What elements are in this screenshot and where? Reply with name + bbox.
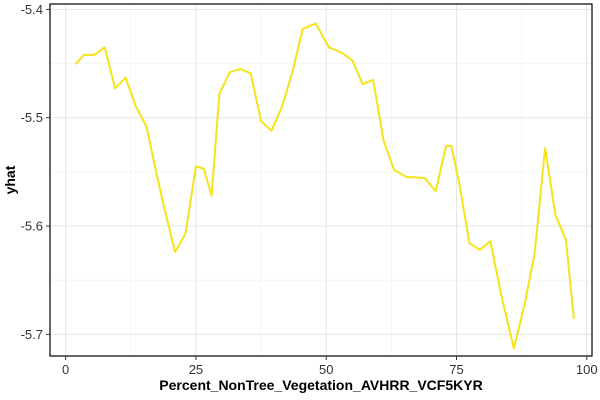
x-tick-label: 50 (319, 362, 333, 377)
y-axis: -5.4 -5.5 -5.6 -5.7 (21, 2, 50, 342)
y-axis-title: yhat (2, 165, 18, 194)
y-tick-label: -5.6 (21, 219, 43, 234)
y-tick-label: -5.4 (21, 2, 43, 17)
y-tick-label: -5.7 (21, 327, 43, 342)
x-tick-label: 75 (449, 362, 463, 377)
line-series (75, 22, 575, 350)
x-axis: 0 25 50 75 100 (62, 356, 598, 377)
x-axis-title: Percent_NonTree_Vegetation_AVHRR_VCF5KYR (159, 377, 482, 393)
y-tick-label: -5.5 (21, 110, 43, 125)
x-tick-label: 0 (62, 362, 69, 377)
grid-lines (50, 4, 592, 356)
series-line (75, 22, 575, 350)
x-tick-label: 25 (189, 362, 203, 377)
plot-panel-border (49, 3, 593, 357)
x-tick-label: 100 (576, 362, 598, 377)
